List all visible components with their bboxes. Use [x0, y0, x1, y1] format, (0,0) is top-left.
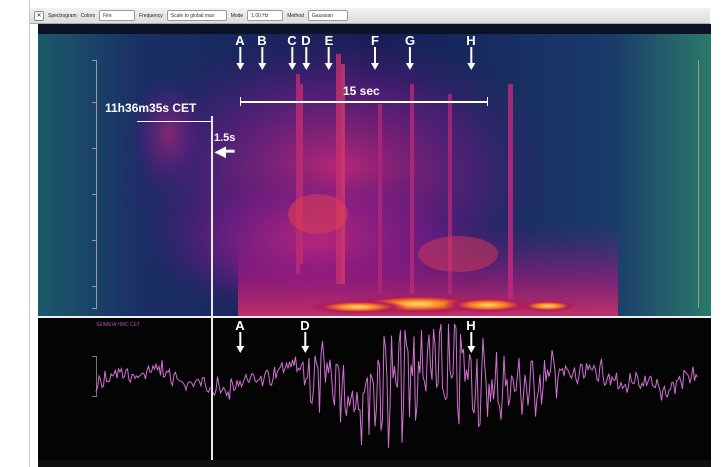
wave-marker-a-label: A: [235, 318, 245, 333]
waveform-panel: SEIMEIA HMC CET: [38, 318, 711, 460]
wave-marker-h: H: [466, 318, 476, 353]
window-frame-right: [711, 0, 725, 467]
spectrogram-plot: [38, 24, 711, 316]
down-arrow-icon: [466, 63, 475, 70]
marker-h-label: H: [466, 33, 476, 48]
down-arrow-icon: [301, 63, 310, 70]
frequency-select[interactable]: Scale to global max: [166, 10, 227, 21]
interval-bracket: [240, 101, 488, 103]
method-select[interactable]: Gaussian: [307, 10, 348, 21]
colors-label: Colors: [80, 12, 96, 19]
interval-label: 15 sec: [343, 84, 380, 98]
marker-d-label: D: [301, 33, 311, 48]
waveform-title: SEIMEIA HMC CET: [96, 322, 141, 328]
marker-e: E: [324, 33, 334, 70]
wave-marker-h-label: H: [466, 318, 476, 333]
time-cursor-line[interactable]: [211, 116, 213, 460]
marker-d: D: [301, 33, 311, 70]
close-icon[interactable]: ✕: [34, 10, 44, 21]
time-axis: [38, 460, 711, 467]
marker-c: C: [287, 33, 297, 70]
mode-select[interactable]: 1.00 Hz: [247, 10, 284, 21]
marker-f: F: [371, 34, 379, 70]
wave-marker-a: A: [235, 318, 245, 353]
marker-a: A: [235, 33, 245, 70]
frequency-label: Frequency: [139, 12, 163, 19]
offset-arrow-icon: ◀━: [215, 143, 235, 159]
marker-c-label: C: [287, 33, 297, 48]
marker-a-label: A: [235, 33, 245, 48]
down-arrow-icon: [371, 63, 379, 70]
marker-g-label: G: [404, 33, 416, 48]
marker-b: B: [257, 33, 267, 70]
down-arrow-icon: [235, 63, 244, 70]
time-label: 11h36m35s CET: [105, 101, 197, 115]
marker-b-label: B: [257, 33, 267, 48]
interval-bracket-right-tick: [487, 97, 488, 106]
offset-label: 1.5s: [214, 132, 236, 144]
down-arrow-icon: [300, 346, 309, 353]
spectrogram-label: Spectrogram: [48, 12, 77, 19]
time-label-underline: [137, 121, 213, 122]
marker-f-label: F: [371, 33, 379, 48]
down-arrow-icon: [257, 63, 266, 70]
mode-label: Mode: [230, 12, 244, 19]
interval-bracket-left-tick: [240, 97, 241, 106]
waveform-plot: [92, 323, 698, 448]
toolbar: ✕ Spectrogram Colors Fire Frequency Scal…: [30, 8, 710, 24]
down-arrow-icon: [466, 346, 475, 353]
window-frame-left: [0, 0, 30, 467]
wave-marker-d-label: D: [300, 318, 310, 333]
marker-h: H: [466, 33, 476, 70]
method-label: Method: [287, 12, 304, 19]
down-arrow-icon: [235, 346, 244, 353]
down-arrow-icon: [324, 63, 333, 70]
down-arrow-icon: [287, 63, 296, 70]
marker-g: G: [405, 34, 415, 70]
spectrogram-panel: [38, 24, 711, 316]
marker-e-label: E: [324, 33, 334, 48]
colors-select[interactable]: Fire: [99, 10, 136, 21]
panel-separator: [38, 316, 711, 318]
down-arrow-icon: [406, 63, 414, 70]
wave-marker-d: D: [300, 318, 310, 353]
